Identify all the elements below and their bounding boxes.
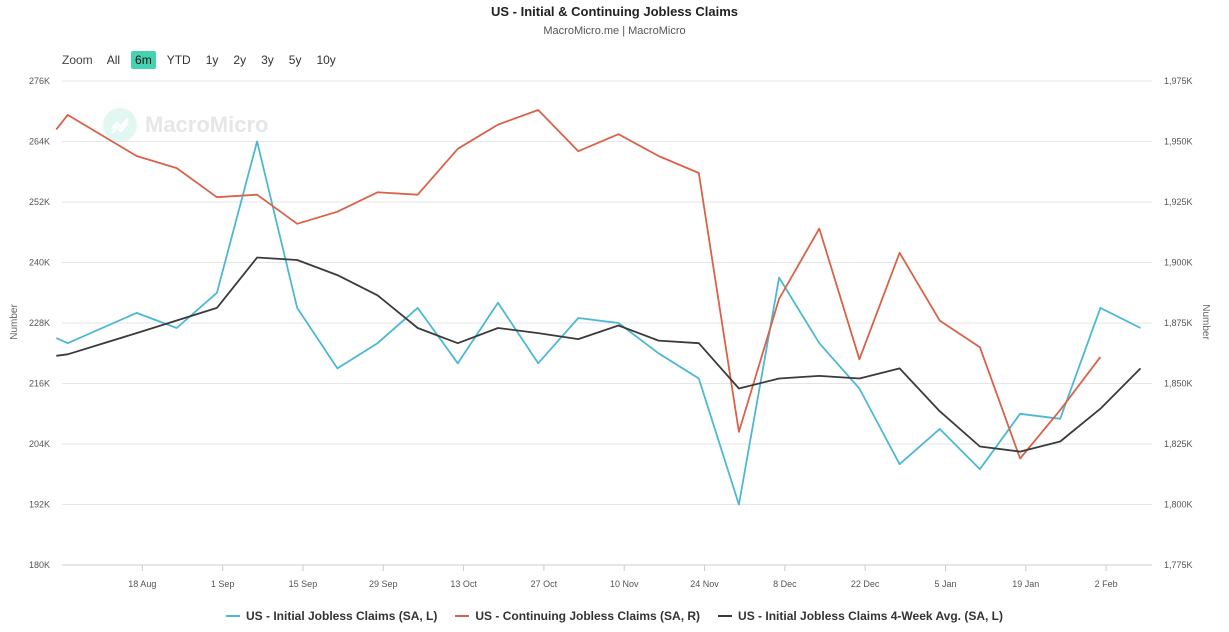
- left-axis-title: Number: [9, 304, 20, 340]
- x-tick-label: 27 Oct: [531, 579, 558, 589]
- left-tick-label: 180K: [29, 560, 50, 570]
- right-tick-label: 1,950K: [1164, 137, 1193, 147]
- grid: [62, 80, 1152, 566]
- right-tick-label: 1,975K: [1164, 76, 1193, 86]
- zoom-toolbar: Zoom All 6m YTD 1y 2y 3y 5y 10y: [62, 50, 347, 70]
- chart-subtitle: MacroMicro.me | MacroMicro: [543, 25, 686, 37]
- left-tick-label: 228K: [29, 318, 50, 328]
- right-tick-label: 1,925K: [1164, 197, 1193, 207]
- zoom-label: Zoom: [62, 53, 93, 67]
- right-tick-label: 1,825K: [1164, 439, 1193, 449]
- zoom-5y-button[interactable]: 5y: [288, 53, 302, 67]
- zoom-all-button[interactable]: All: [106, 53, 121, 67]
- x-tick-label: 19 Jan: [1012, 579, 1039, 589]
- zoom-2y-button[interactable]: 2y: [233, 53, 247, 67]
- x-tick-label: 22 Dec: [851, 579, 880, 589]
- left-tick-label: 216K: [29, 379, 50, 389]
- series-line-4week-avg[interactable]: [56, 256, 1142, 453]
- legend-label-4week-avg: US - Initial Jobless Claims 4-Week Avg. …: [738, 609, 1004, 623]
- legend: US - Initial Jobless Claims (SA, L) US -…: [0, 609, 1229, 623]
- left-tick-label: 192K: [29, 500, 50, 510]
- legend-label-continuing-claims: US - Continuing Jobless Claims (SA, R): [475, 609, 701, 623]
- x-axis: 18 Aug 1 Sep 15 Sep 29 Sep 13 Oct 27 Oct 10 No…: [128, 565, 1118, 589]
- legend-item-initial-claims[interactable]: US - Initial Jobless Claims (SA, L): [225, 609, 438, 623]
- left-axis: 180K 192K 204K 216K 228K 240K 252K 264K 276K: [29, 76, 50, 570]
- zoom-10y-button[interactable]: 10y: [316, 53, 336, 67]
- left-tick-label: 276K: [29, 76, 50, 86]
- legend-swatch-continuing-claims: [455, 615, 470, 617]
- x-tick-label: 13 Oct: [450, 579, 477, 589]
- right-tick-label: 1,875K: [1164, 318, 1193, 328]
- x-tick-label: 24 Nov: [690, 579, 719, 589]
- x-tick-label: 10 Nov: [610, 579, 639, 589]
- x-tick-label: 15 Sep: [289, 579, 318, 589]
- x-tick-label: 2 Feb: [1095, 579, 1118, 589]
- left-tick-label: 204K: [29, 439, 50, 449]
- zoom-1y-button[interactable]: 1y: [205, 53, 219, 67]
- right-tick-label: 1,800K: [1164, 500, 1193, 510]
- legend-item-4week-avg[interactable]: US - Initial Jobless Claims 4-Week Avg. …: [718, 609, 1003, 623]
- legend-swatch-4week-avg: [718, 615, 733, 617]
- zoom-ytd-button[interactable]: YTD: [166, 53, 191, 67]
- series-line-initial-claims[interactable]: [55, 140, 1141, 506]
- right-tick-label: 1,850K: [1164, 379, 1193, 389]
- watermark-text: MacroMicro: [145, 112, 269, 137]
- left-tick-label: 252K: [29, 197, 50, 207]
- legend-label-initial-claims: US - Initial Jobless Claims (SA, L): [245, 609, 438, 623]
- right-tick-label: 1,775K: [1164, 560, 1193, 570]
- left-tick-label: 264K: [29, 137, 50, 147]
- x-tick-label: 8 Dec: [773, 579, 797, 589]
- right-axis-title: Number: [1200, 304, 1211, 340]
- left-tick-label: 240K: [29, 258, 50, 268]
- right-tick-label: 1,900K: [1164, 258, 1193, 268]
- x-tick-label: 29 Sep: [369, 579, 398, 589]
- legend-item-continuing-claims[interactable]: US - Continuing Jobless Claims (SA, R): [455, 609, 700, 623]
- series-line-continuing-claims[interactable]: [55, 109, 1102, 460]
- legend-swatch-initial-claims: [225, 615, 240, 617]
- zoom-3y-button[interactable]: 3y: [261, 53, 274, 67]
- x-tick-label: 1 Sep: [211, 579, 235, 589]
- watermark-logo: MacroMicro: [103, 108, 268, 142]
- zoom-6m-button[interactable]: 6m: [131, 51, 156, 69]
- x-tick-label: 18 Aug: [128, 579, 156, 589]
- series-layer: [55, 109, 1142, 506]
- chart-title: US - Initial & Continuing Jobless Claims: [490, 4, 739, 19]
- x-tick-label: 5 Jan: [934, 579, 956, 589]
- chart-logo-icon: [103, 108, 137, 142]
- right-axis: 1,775K 1,800K 1,825K 1,850K 1,875K 1,900K 1,92…: [1164, 76, 1193, 570]
